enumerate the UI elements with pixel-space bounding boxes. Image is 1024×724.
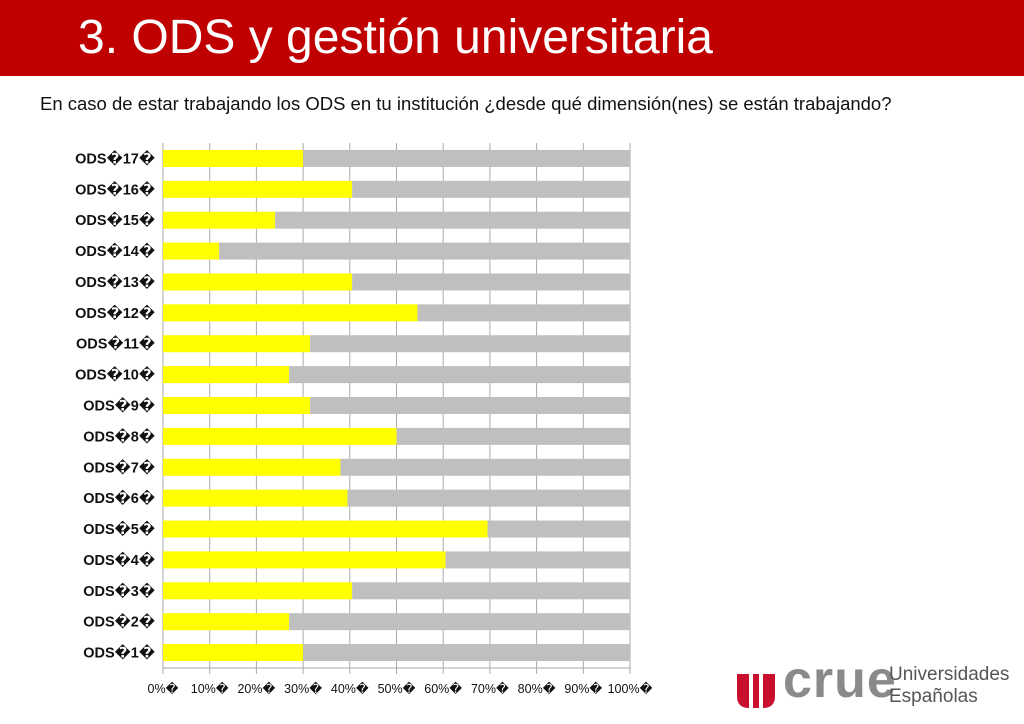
bar-ods-14-series-2	[219, 242, 631, 260]
x-tick-label-80: 80%�	[518, 681, 556, 696]
category-label-ods-13: ODS�13�	[75, 273, 155, 291]
category-label-ods-15: ODS�15�	[75, 211, 155, 229]
bar-ods-9-series-1	[163, 397, 311, 414]
bar-ods-8-series-2	[396, 427, 630, 445]
bar-ods-10-series-1	[163, 366, 290, 384]
x-tick-label-70: 70%�	[471, 681, 509, 696]
bar-ods-3-series-2	[352, 582, 630, 600]
bar-ods-7-series-2	[340, 458, 630, 476]
bar-ods-9-series-2	[310, 397, 630, 414]
bar-ods-13-series-1	[163, 273, 353, 291]
x-tick-label-90: 90%�	[564, 681, 602, 696]
bar-ods-17-series-1	[163, 149, 304, 167]
bar-ods-11-series-2	[310, 335, 630, 353]
x-tick-label-10: 10%�	[191, 681, 229, 696]
bar-ods-1-series-2	[303, 644, 630, 662]
survey-question: En caso de estar trabajando los ODS en t…	[40, 93, 892, 114]
bar-ods-1-series-1	[163, 644, 304, 662]
logo-subtitle-2: Españolas	[889, 686, 978, 707]
x-tick-label-0: 0%�	[148, 681, 179, 696]
category-label-ods-17: ODS�17�	[75, 149, 155, 167]
crue-emblem-icon	[737, 674, 775, 708]
category-label-ods-14: ODS�14�	[75, 242, 155, 260]
bar-ods-5-series-1	[163, 520, 488, 538]
category-label-ods-5: ODS�5�	[83, 520, 155, 538]
category-label-ods-12: ODS�12�	[75, 304, 155, 322]
bar-ods-13-series-2	[352, 273, 630, 291]
bar-ods-7-series-1	[163, 458, 341, 476]
category-label-ods-4: ODS�4�	[83, 551, 155, 569]
category-label-ods-6: ODS�6�	[83, 489, 155, 507]
category-label-ods-8: ODS�8�	[83, 427, 155, 445]
bar-ods-2-series-2	[289, 613, 630, 631]
x-tick-label-20: 20%�	[237, 681, 275, 696]
category-label-ods-2: ODS�2�	[83, 613, 155, 631]
x-tick-label-50: 50%�	[378, 681, 416, 696]
category-label-ods-1: ODS�1�	[83, 644, 155, 662]
category-label-ods-10: ODS�10�	[75, 366, 155, 384]
logo-wordmark: crue	[783, 651, 897, 709]
bar-ods-10-series-2	[289, 366, 630, 384]
bar-ods-4-series-2	[445, 551, 630, 569]
title-bar: 3. ODS y gestión universitaria	[0, 0, 1024, 76]
bars	[163, 149, 631, 662]
bar-ods-17-series-2	[303, 149, 630, 167]
bar-ods-12-series-2	[417, 304, 630, 322]
category-labels: ODS�1� ODS�2� ODS�3� ODS�4� ODS�5� ODS�6� ODS�…	[75, 149, 155, 661]
bar-ods-15-series-2	[275, 211, 630, 229]
bar-ods-4-series-1	[163, 551, 446, 569]
bar-ods-3-series-1	[163, 582, 353, 600]
bar-ods-8-series-1	[163, 427, 397, 445]
bar-ods-5-series-2	[487, 520, 630, 538]
bar-ods-6-series-2	[347, 489, 630, 507]
category-label-ods-16: ODS�16�	[75, 180, 155, 198]
bar-ods-11-series-1	[163, 335, 311, 353]
category-label-ods-11: ODS�11�	[76, 335, 155, 353]
bar-ods-12-series-1	[163, 304, 418, 322]
x-tick-label-30: 30%�	[284, 681, 322, 696]
bar-ods-2-series-1	[163, 613, 290, 631]
crue-logo: crue Universidades Españolas	[733, 651, 1009, 710]
category-label-ods-7: ODS�7�	[83, 458, 155, 476]
x-axis-ticks: 0%� 10%� 20%� 30%� 40%� 50%� 60%� 70%� 80%� 90%� 1…	[148, 681, 653, 696]
slide-title: 3. ODS y gestión universitaria	[78, 11, 713, 64]
bar-ods-16-series-2	[352, 180, 630, 198]
bar-ods-16-series-1	[163, 180, 353, 198]
category-label-ods-3: ODS�3�	[83, 582, 155, 600]
category-label-ods-9: ODS�9�	[83, 397, 155, 415]
x-tick-label-60: 60%�	[424, 681, 462, 696]
x-tick-label-100: 100%�	[608, 681, 653, 696]
bar-ods-15-series-1	[163, 211, 276, 229]
bar-ods-6-series-1	[163, 489, 348, 507]
x-tick-label-40: 40%�	[331, 681, 369, 696]
bar-ods-14-series-1	[163, 242, 220, 260]
logo-subtitle-1: Universidades	[889, 664, 1010, 685]
